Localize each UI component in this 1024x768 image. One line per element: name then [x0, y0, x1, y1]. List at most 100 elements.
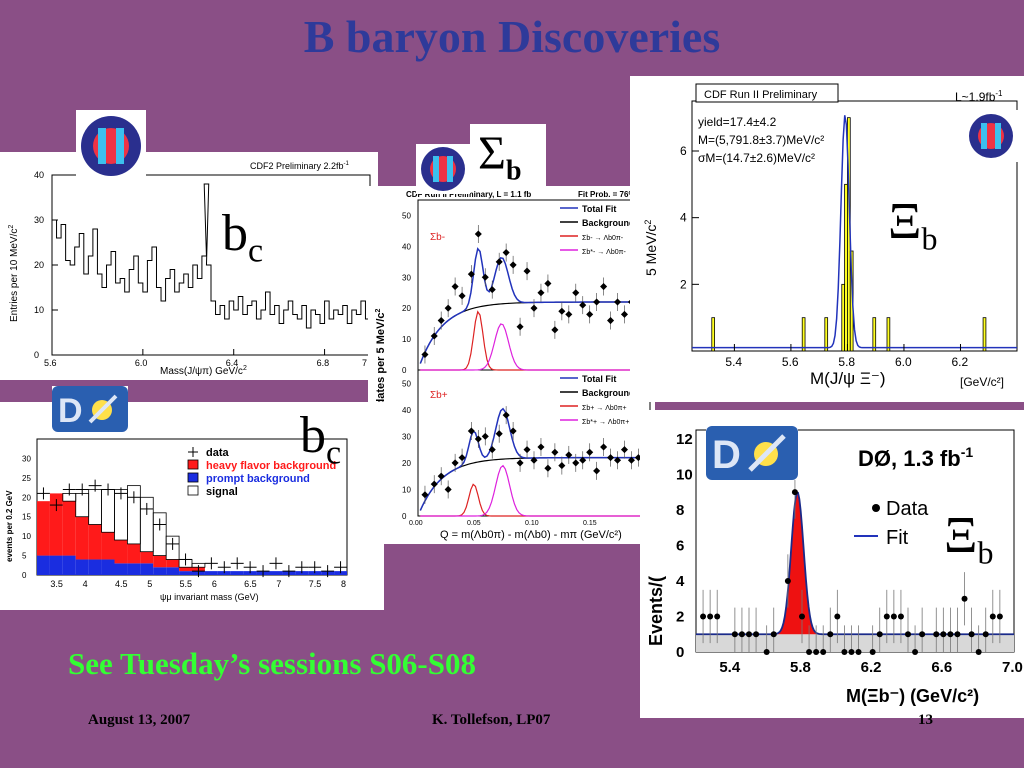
x-axis-label: M(Ξb⁻) (GeV/c²)	[846, 686, 979, 706]
x-tick-label: 5	[147, 579, 152, 589]
data-point	[627, 456, 635, 464]
prompt-bar	[204, 571, 218, 575]
data-point	[707, 613, 714, 620]
y-tick-label: 30	[22, 454, 31, 463]
y-tick-label: 0	[22, 571, 27, 580]
stat-width: σM=(14.7±2.6)MeV/c²	[698, 151, 815, 165]
data-point	[600, 283, 608, 291]
data-point	[933, 631, 940, 638]
y-tick-label: 0	[676, 644, 684, 661]
data-point	[565, 451, 573, 459]
legend-label: signal	[206, 486, 238, 498]
legend-marker	[187, 459, 199, 470]
sigma-b-chart: CDF Run II Preliminary, L = 1.1 fb Fit P…	[375, 190, 655, 541]
data-point	[488, 286, 496, 294]
chart-header: CDF Run II Preliminary	[704, 89, 818, 101]
data-point	[600, 443, 608, 451]
bar	[841, 283, 846, 352]
y-tick-label: 4	[676, 573, 685, 590]
x-tick-label: 6.0	[135, 358, 148, 368]
x-tick-label: 5.8	[838, 355, 855, 369]
x-axis-label: M(J/ψ Ξ⁻)	[810, 369, 886, 388]
data-point	[495, 430, 503, 438]
data-point	[474, 435, 482, 443]
prompt-bar	[75, 559, 89, 575]
data-point	[855, 649, 862, 655]
prompt-bar	[166, 567, 180, 575]
data-point	[558, 307, 566, 315]
y-tick-label: 0	[402, 512, 407, 521]
bar	[844, 183, 848, 352]
data-point	[430, 480, 438, 488]
legend-label: Total Fit	[582, 204, 616, 214]
data-point	[791, 489, 798, 496]
y-tick-label: 4	[680, 211, 687, 225]
data-point	[620, 310, 629, 318]
y-axis-label: Entries per 10 MeV/c2	[8, 225, 20, 322]
y-tick-label: 10	[402, 335, 411, 344]
data-point	[586, 448, 594, 456]
data-point	[813, 649, 820, 655]
data-point	[451, 283, 459, 291]
heavy-flavor-bar	[88, 524, 102, 560]
x-tick-label: 7.0	[1002, 659, 1023, 676]
data-point	[444, 485, 452, 493]
background-band	[696, 634, 1014, 652]
data-point	[572, 459, 580, 467]
stat-mass: M=(5,791.8±3.7)MeV/c²	[698, 133, 824, 147]
heavy-flavor-bar	[179, 567, 192, 572]
d0-xi-b-panel: 5.4 5.8 6.2 6.6 7.0 0 2 4 6 8 10 12 DØ, 1.3 fb-1 D…	[640, 410, 1024, 718]
heavy-flavor-bar	[62, 501, 76, 556]
legend-label: Σb+ → Λb0π+	[582, 405, 627, 412]
data-point	[516, 459, 524, 467]
y-tick-label: 2	[676, 608, 684, 625]
data-point	[820, 649, 827, 655]
data-point	[467, 427, 475, 435]
x-tick-label: 6.5	[244, 579, 257, 589]
svg-text:D: D	[712, 433, 741, 477]
slide-title: B baryon Discoveries	[303, 11, 721, 62]
chart-header: CDF2 Preliminary 2.2fb-1	[250, 161, 350, 171]
data-point	[700, 613, 707, 620]
data-point	[607, 454, 615, 462]
y-tick-label: 40	[402, 242, 411, 251]
x-tick-label: 0.15	[583, 520, 597, 527]
x-tick-label: 3.5	[50, 579, 63, 589]
xi-b-label-bottom: Ξb	[944, 507, 994, 571]
bar	[872, 317, 877, 352]
bar	[886, 317, 891, 352]
data-point	[947, 631, 954, 638]
x-tick-label: 6	[212, 579, 217, 589]
data-point	[502, 249, 510, 257]
y-tick-label: 20	[402, 304, 411, 313]
y-tick-label: 6	[680, 144, 687, 158]
x-tick-label: 5.8	[790, 659, 811, 676]
data-point	[890, 613, 897, 620]
xi-b-label-top: Ξb	[888, 193, 938, 257]
data-point	[537, 289, 545, 297]
data-point	[551, 448, 559, 456]
legend-label: Σb*+ → Λb0π+	[582, 419, 629, 426]
x-tick-label: 5.4	[719, 659, 741, 676]
data-point	[544, 279, 552, 287]
prompt-bar	[114, 563, 128, 575]
signal-fill	[777, 492, 820, 635]
total-fit-curve	[419, 247, 650, 364]
data-point	[834, 613, 841, 620]
x-tick-label: 6.4	[226, 358, 239, 368]
prompt-bar	[153, 567, 167, 575]
d0-logo: D	[706, 426, 798, 480]
header-box	[695, 83, 839, 103]
data-point	[444, 304, 452, 312]
data-point	[613, 456, 622, 464]
y-tick-label: 0	[402, 366, 407, 375]
cdf-logo	[416, 144, 470, 194]
d0-bc-panel: 3.5 4 4.5 5 5.5 6 6.5 7 7.5 8 0 5 10 15 20 25 30 data he…	[0, 402, 384, 610]
data-point	[968, 631, 975, 638]
x-tick-label: 7	[276, 579, 281, 589]
x-tick-label: 5.4	[725, 355, 742, 369]
d0-bc-chart: 3.5 4 4.5 5 5.5 6 6.5 7 7.5 8 0 5 10 15 20 25 30 datahe…	[5, 438, 348, 602]
x-tick-label: 5.5	[180, 579, 193, 589]
heavy-flavor-bar	[37, 501, 50, 556]
prompt-bar	[269, 571, 283, 575]
